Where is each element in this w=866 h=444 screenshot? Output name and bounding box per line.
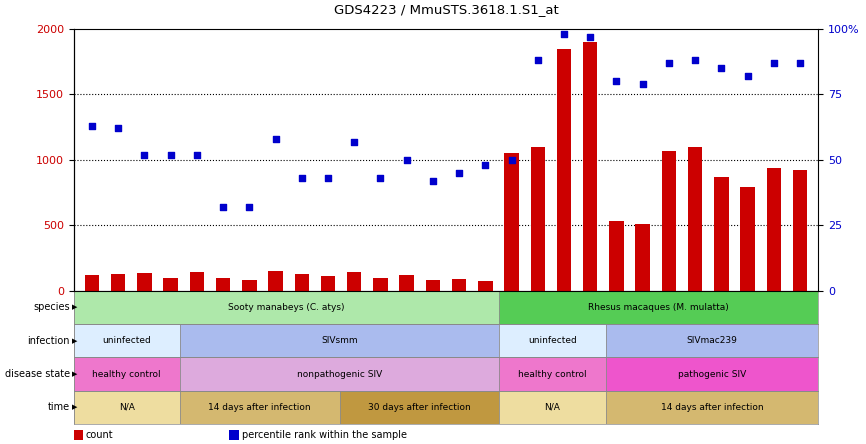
Bar [499,291,818,324]
Text: N/A: N/A [119,403,135,412]
Bar [452,279,466,291]
Text: ▶: ▶ [72,305,77,310]
Bar [111,274,126,291]
Point [138,151,152,158]
Text: 30 days after infection: 30 days after infection [368,403,471,412]
Text: percentile rank within the sample: percentile rank within the sample [242,430,407,440]
Point [610,78,624,85]
Text: N/A: N/A [545,403,560,412]
Text: Rhesus macaques (M. mulatta): Rhesus macaques (M. mulatta) [588,303,729,312]
Bar [180,324,499,357]
Bar [610,222,624,291]
Point [557,31,571,38]
Bar [662,151,676,291]
Bar [74,391,180,424]
Bar [180,391,339,424]
Bar [766,168,781,291]
Point [164,151,178,158]
Bar [688,147,702,291]
Bar [399,275,414,291]
Text: species: species [33,302,70,313]
Bar [557,48,572,291]
Bar [605,391,818,424]
Bar [714,177,728,291]
Bar [636,224,650,291]
Point [268,135,282,143]
Point [111,125,125,132]
Bar [499,324,605,357]
Bar [347,272,361,291]
Bar [605,324,818,357]
Bar [74,291,499,324]
Bar [242,280,256,291]
Text: infection: infection [28,336,70,346]
Text: healthy control: healthy control [93,369,161,379]
Point [426,177,440,184]
Point [216,203,230,210]
Bar [190,273,204,291]
Bar [268,271,282,291]
Point [740,72,754,79]
Point [373,174,387,182]
Text: Sooty manabeys (C. atys): Sooty manabeys (C. atys) [228,303,345,312]
Point [321,174,335,182]
Point [478,162,492,169]
Text: nonpathogenic SIV: nonpathogenic SIV [297,369,382,379]
Bar [164,278,178,291]
Bar [478,281,493,291]
Point [85,122,99,129]
Text: SIVmac239: SIVmac239 [687,336,738,345]
Text: uninfected: uninfected [102,336,152,345]
Point [714,64,728,71]
Text: SIVsmm: SIVsmm [321,336,358,345]
Text: ▶: ▶ [72,371,77,377]
Text: uninfected: uninfected [528,336,577,345]
Bar [85,275,100,291]
Bar [499,357,605,391]
Bar [426,280,440,291]
Bar [320,277,335,291]
Text: 14 days after infection: 14 days after infection [209,403,311,412]
Point [505,156,519,163]
Point [767,59,781,67]
Text: 14 days after infection: 14 days after infection [661,403,763,412]
Bar [180,357,499,391]
Bar [499,391,605,424]
Bar [294,274,309,291]
Bar [74,324,180,357]
Bar [216,278,230,291]
Point [400,156,414,163]
Text: pathogenic SIV: pathogenic SIV [678,369,746,379]
Text: disease state: disease state [4,369,70,379]
Bar [605,357,818,391]
Point [793,59,807,67]
Point [294,174,308,182]
Point [662,59,675,67]
Point [636,80,650,87]
Text: ▶: ▶ [72,404,77,410]
Text: time: time [48,402,70,412]
Bar [373,278,388,291]
Bar [583,42,598,291]
Point [242,203,256,210]
Bar [531,147,545,291]
Point [452,170,466,177]
Text: count: count [86,430,113,440]
Text: ▶: ▶ [72,338,77,344]
Point [584,33,598,40]
Bar [74,357,180,391]
Point [688,57,702,64]
Bar [504,153,519,291]
Point [190,151,204,158]
Text: healthy control: healthy control [518,369,586,379]
Text: GDS4223 / MmuSTS.3618.1.S1_at: GDS4223 / MmuSTS.3618.1.S1_at [333,3,559,16]
Point [531,57,545,64]
Bar [137,273,152,291]
Bar [792,170,807,291]
Bar [339,391,499,424]
Point [347,138,361,145]
Bar [740,187,755,291]
